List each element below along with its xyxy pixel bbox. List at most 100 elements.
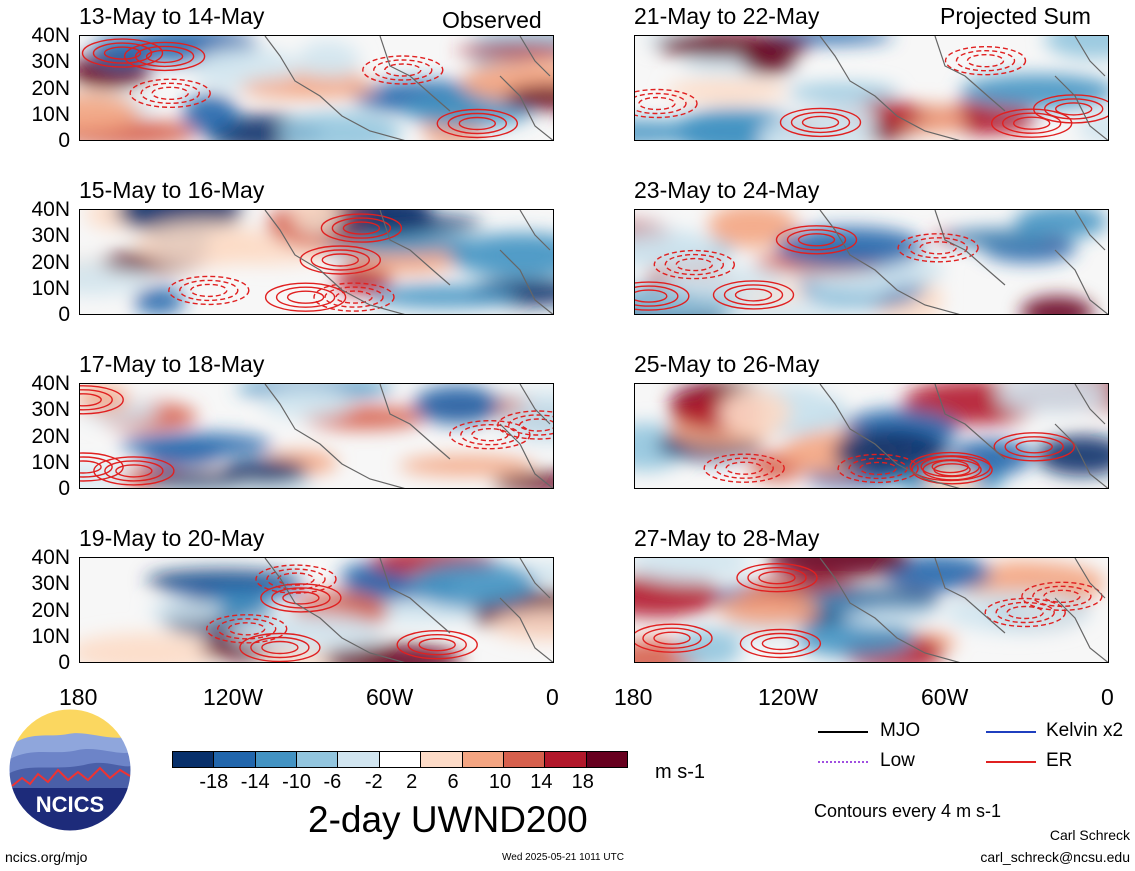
er-contour xyxy=(897,233,979,263)
lat-label-0: 0 xyxy=(58,477,70,500)
panel-title-right-3: 25-May to 26-May xyxy=(634,351,820,377)
er-contour xyxy=(460,424,520,446)
uwnd-field xyxy=(80,384,553,488)
wind-anomaly-blob xyxy=(787,590,941,615)
er-contour xyxy=(1055,102,1093,116)
er-contour xyxy=(775,225,858,255)
colorbar-units: m s-1 xyxy=(655,761,705,783)
er-contour xyxy=(447,112,507,135)
uwnd-field xyxy=(635,384,1108,488)
wind-anomaly-blob xyxy=(457,42,553,59)
er-contour xyxy=(321,253,359,267)
wind-anomaly-blob xyxy=(448,232,553,278)
er-contour xyxy=(908,237,968,259)
lon-label-120w-left: 120W xyxy=(203,684,264,710)
lon-label-180-right: 180 xyxy=(614,684,653,710)
er-contour xyxy=(80,452,124,482)
wind-anomaly-blob xyxy=(883,558,992,592)
er-contour xyxy=(123,41,206,72)
er-contour xyxy=(758,571,796,585)
legend-label-mjo: MJO xyxy=(880,720,921,741)
wind-anomaly-blob xyxy=(1014,210,1108,239)
legend-line-er xyxy=(986,761,1036,763)
er-contour xyxy=(216,618,277,640)
wind-anomaly-blob xyxy=(1036,435,1108,476)
er-contour xyxy=(1044,98,1104,120)
wind-anomaly-blob xyxy=(133,287,185,314)
er-contour xyxy=(723,284,784,306)
er-contour xyxy=(92,42,153,64)
er-contour xyxy=(1015,440,1053,454)
er-contour xyxy=(396,629,478,660)
map-panel-left-4 xyxy=(79,557,554,663)
uwnd-field xyxy=(635,210,1108,314)
er-contour xyxy=(739,628,822,659)
lat-label-40n: 40N xyxy=(31,372,70,395)
panel-title-right-4: 27-May to 28-May xyxy=(634,525,820,551)
legend-line-low xyxy=(818,761,868,763)
legend-label-low: Low xyxy=(880,750,915,771)
lat-label-20n: 20N xyxy=(31,425,70,448)
er-contour xyxy=(320,213,403,243)
wind-anomaly-blob xyxy=(367,284,519,309)
er-contour xyxy=(373,59,433,81)
map-panel-right-4 xyxy=(634,557,1109,663)
lat-label-0: 0 xyxy=(58,129,70,152)
coastline xyxy=(819,210,1108,314)
logo-text: NCICS xyxy=(36,792,104,817)
wind-anomaly-blob xyxy=(141,472,248,488)
coastline xyxy=(264,558,553,662)
er-contour xyxy=(734,288,773,302)
lon-label-180-left: 180 xyxy=(59,684,98,710)
er-contour xyxy=(436,108,518,139)
legend-line-mjo xyxy=(818,731,868,733)
lat-label-40n: 40N xyxy=(31,546,70,569)
colorbar-swatch xyxy=(461,751,504,768)
projected-sum-tag: Projected Sum xyxy=(940,3,1091,29)
wind-anomaly-blob xyxy=(718,389,791,436)
footer-timestamp: Wed 2025-05-21 1011 UTC xyxy=(502,852,624,863)
er-contour xyxy=(786,229,847,251)
er-contour xyxy=(747,567,807,589)
colorbar-tick-label: 10 xyxy=(488,771,512,793)
coastline xyxy=(819,36,1108,140)
colorbar-tick-label: -2 xyxy=(364,771,383,793)
colorbar-swatch xyxy=(502,751,546,768)
panel-title-right-1: 21-May to 22-May xyxy=(634,3,820,29)
er-contour xyxy=(260,583,342,613)
lat-label-10n: 10N xyxy=(31,451,70,474)
colorbar-tick-label: -6 xyxy=(323,771,342,793)
wind-anomaly-blob xyxy=(296,40,360,82)
er-contour xyxy=(779,107,862,138)
er-contour xyxy=(458,116,496,131)
coastline xyxy=(819,558,1108,662)
er-contour xyxy=(519,418,553,432)
er-contour xyxy=(966,54,1005,68)
er-contour xyxy=(837,453,919,484)
wind-anomaly-blob xyxy=(148,600,224,622)
footer-email: carl_schreck@ncsu.edu xyxy=(980,849,1130,865)
er-contour xyxy=(736,563,818,593)
er-contour xyxy=(497,410,553,440)
wind-anomaly-blob xyxy=(143,448,221,468)
er-contour xyxy=(140,82,200,104)
wind-anomaly-blob xyxy=(80,465,130,488)
legend-label-er: ER xyxy=(1046,750,1073,771)
wind-anomaly-blob xyxy=(1020,296,1094,314)
er-contour xyxy=(250,636,310,659)
er-contour xyxy=(642,627,702,649)
contour-note: Contours every 4 m s-1 xyxy=(814,801,1002,821)
coastline xyxy=(264,210,553,314)
colorbar-tick-label: 14 xyxy=(530,771,553,793)
uwnd-field xyxy=(80,210,553,314)
er-contour xyxy=(664,253,724,276)
ncics-logo: NCICS xyxy=(8,708,132,832)
er-contour xyxy=(911,455,993,485)
lat-label-10n: 10N xyxy=(31,625,70,648)
colorbar-swatch xyxy=(585,751,628,768)
er-contour xyxy=(310,249,370,271)
colorbar-swatch xyxy=(213,751,256,768)
lon-label-120w-right: 120W xyxy=(758,684,819,710)
wind-anomaly-blob xyxy=(398,455,535,476)
lat-label-20n: 20N xyxy=(31,599,70,622)
